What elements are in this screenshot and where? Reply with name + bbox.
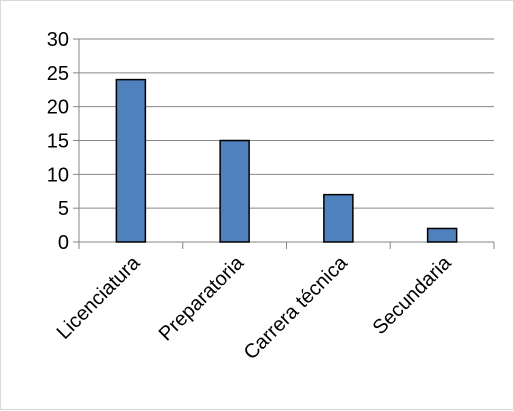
x-tick-label: Secundaria	[369, 251, 457, 339]
y-tick-label: 20	[47, 97, 69, 119]
y-tick-label: 10	[47, 164, 69, 186]
bar-carrera-técnica	[323, 193, 354, 243]
grid-lines	[79, 38, 494, 209]
bar-preparatoria	[219, 139, 250, 243]
y-tick-label: 30	[47, 29, 69, 51]
y-tick-label: 5	[58, 198, 69, 220]
y-tick-label: 25	[47, 63, 69, 85]
axes	[73, 38, 495, 249]
y-tick-label: 15	[47, 131, 69, 153]
bar-licenciatura	[115, 78, 147, 243]
bars	[115, 78, 458, 243]
y-tick-labels: 0 5 10 15 20 25 30	[47, 29, 69, 254]
x-tick-label: Licenciatura	[53, 251, 145, 343]
bar-secundaria	[426, 227, 458, 243]
x-tick-label: Preparatoria	[155, 251, 249, 345]
x-tick-label: Carrera técnica	[240, 251, 353, 364]
y-tick-label: 0	[58, 232, 69, 254]
